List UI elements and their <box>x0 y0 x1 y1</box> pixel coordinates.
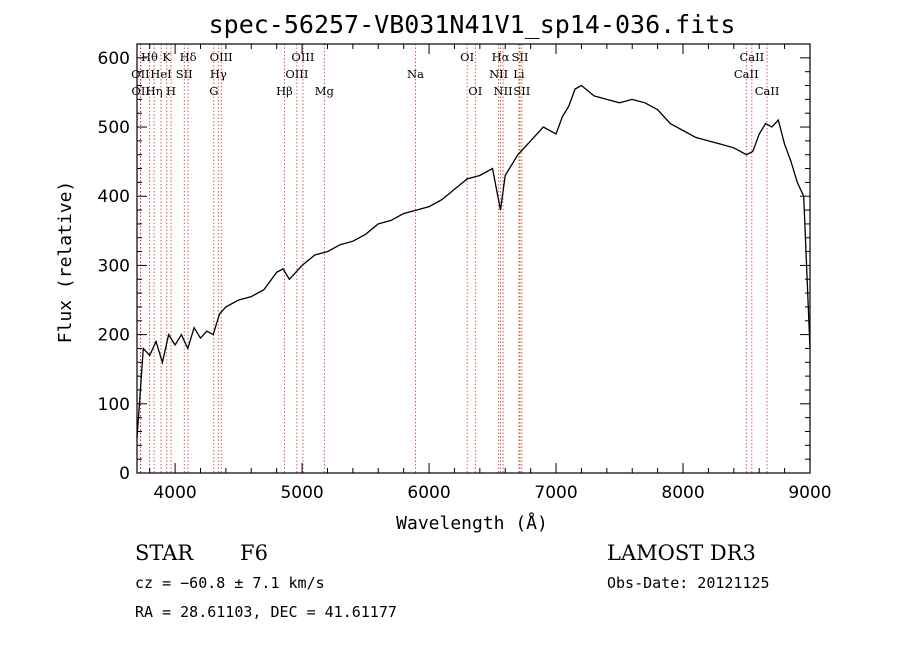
spectral-line-label: Hγ <box>210 67 227 81</box>
spectral-line-label: Hθ <box>141 50 158 64</box>
redshift-text: cz = −60.8 ± 7.1 km/s <box>135 574 325 592</box>
spectral-line-label: Li <box>513 67 525 81</box>
spectral-line-label: CaII <box>734 67 759 81</box>
spectral-line-label: Hη <box>146 84 163 98</box>
y-tick-label: 400 <box>98 187 130 207</box>
spectral-line-label: OIII <box>210 50 233 64</box>
spectral-line-label: OII <box>131 84 150 98</box>
spectral-line-label: SII <box>176 67 193 81</box>
x-tick-label: 9000 <box>788 483 831 503</box>
x-tick-label: 8000 <box>661 483 704 503</box>
y-tick-label: 600 <box>98 49 130 69</box>
spectral-line-label: Mg <box>315 84 335 98</box>
spectral-line-label: Hα <box>492 50 510 64</box>
x-tick-label: 7000 <box>534 483 577 503</box>
spectral-line-label: Na <box>407 67 424 81</box>
spectral-line-label: HeI <box>150 67 171 81</box>
spectral-line-label: Hβ <box>276 84 293 98</box>
survey-name: LAMOST DR3 <box>607 541 756 565</box>
spectral-line-label: OII <box>131 67 150 81</box>
series-layer <box>136 84 811 439</box>
y-tick-label: 300 <box>98 256 130 276</box>
x-tick-label: 4000 <box>153 483 196 503</box>
y-axis-label: Flux (relative) <box>55 181 76 344</box>
spectral-line-label: OIII <box>285 67 308 81</box>
x-tick-label: 5000 <box>280 483 323 503</box>
object-class: STAR <box>135 541 194 565</box>
spectral-line-label: OI <box>468 84 482 98</box>
spectral-line-label: CaII <box>755 84 780 98</box>
spectral-line-label: CaII <box>739 50 764 64</box>
y-tick-label: 100 <box>98 395 130 415</box>
spectral-line-label: SII <box>513 84 530 98</box>
chart-title: spec-56257-VB031N41V1_sp14-036.fits <box>209 10 736 39</box>
spectral-line-label: Hδ <box>180 50 197 64</box>
axis-ticks-layer: 4000 5000 6000 7000 8000 9000 0 100 200 300 400 500… <box>98 44 832 503</box>
plot-frame <box>136 43 811 474</box>
spectral-line-label: G <box>209 84 218 98</box>
x-tick-label: 6000 <box>407 483 450 503</box>
spectral-line-label: OIII <box>291 50 314 64</box>
y-tick-label: 0 <box>119 464 130 484</box>
spectral-line-label: OI <box>460 50 474 64</box>
spectral-line-label: NII <box>489 67 508 81</box>
spectral-line-label: NII <box>494 84 513 98</box>
x-axis-label: Wavelength (Å) <box>396 512 548 534</box>
flux-series-line <box>136 84 811 439</box>
y-tick-label: 500 <box>98 118 130 138</box>
object-subclass: F6 <box>240 541 268 565</box>
obs-date-text: Obs-Date: 20121125 <box>607 574 770 592</box>
coords-text: RA = 28.61103, DEC = 41.61177 <box>135 603 397 621</box>
spectral-line-label: SII <box>511 50 528 64</box>
spectral-line-label: K <box>162 50 171 64</box>
y-tick-label: 200 <box>98 326 130 346</box>
spectral-line-label: H <box>166 84 176 98</box>
